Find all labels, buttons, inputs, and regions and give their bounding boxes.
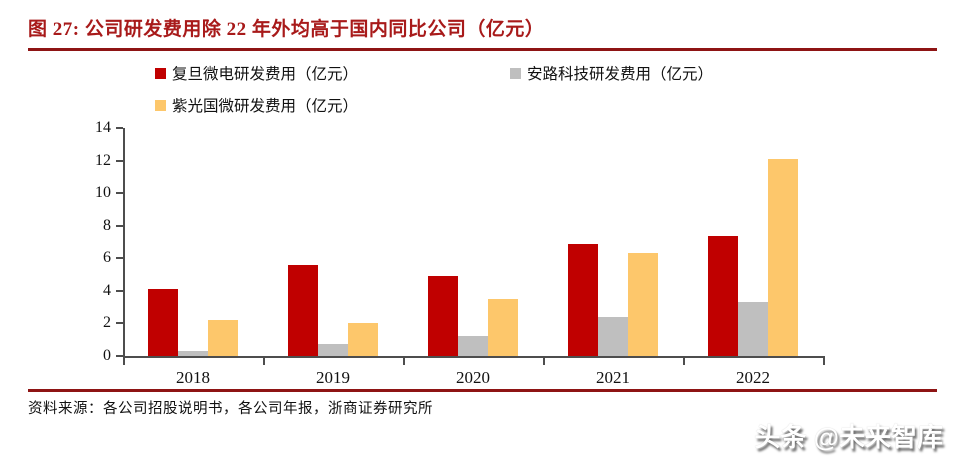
bar-unigroup-guowei-2022: [768, 159, 798, 356]
x-axis-tick: [263, 358, 265, 365]
legend-swatch-anlogic: [510, 67, 521, 79]
bar-group-2020: [403, 128, 543, 356]
bar-fudan-micro-2021: [568, 244, 598, 356]
bar-anlogic-2021: [598, 317, 628, 356]
data-source-note: 资料来源：各公司招股说明书，各公司年报，浙商证券研究所: [28, 401, 433, 417]
bar-fudan-micro-2018: [148, 289, 178, 356]
figure-title: 图 27: 公司研发费用除 22 年外均高于国内同比公司（亿元）: [28, 19, 545, 40]
bar-group-2018: [123, 128, 263, 356]
bar-group-2019: [263, 128, 403, 356]
x-axis-tick: [403, 358, 405, 365]
x-axis-line: [123, 356, 825, 358]
x-axis-category-label: 2020: [456, 368, 490, 387]
x-axis-tick: [123, 358, 125, 365]
y-axis-tick-label: 2: [103, 314, 111, 332]
y-axis-tick: [116, 159, 123, 162]
legend-item-fudan-micro: 复旦微电研发费用（亿元）: [155, 62, 358, 84]
bar-group-2021: [543, 128, 683, 356]
chart-legend: 复旦微电研发费用（亿元） 安路科技研发费用（亿元） 紫光国微研发费用（亿元）: [0, 0, 957, 120]
y-axis-tick-label: 12: [95, 151, 111, 169]
y-axis-tick-label: 6: [103, 249, 111, 267]
legend-label-unigroup-guowei: 紫光国微研发费用（亿元）: [172, 98, 359, 115]
x-axis-category-label: 2022: [736, 368, 770, 387]
y-axis-tick-label: 14: [95, 119, 111, 136]
bar-anlogic-2020: [458, 336, 488, 356]
title-divider-line: [28, 48, 937, 51]
bar-unigroup-guowei-2021: [628, 253, 658, 356]
legend-swatch-fudan-micro: [155, 67, 166, 79]
bar-anlogic-2018: [178, 351, 208, 356]
legend-swatch-unigroup-guowei: [155, 99, 166, 111]
legend-label-fudan-micro: 复旦微电研发费用（亿元）: [172, 66, 359, 83]
legend-item-unigroup-guowei: 紫光国微研发费用（亿元）: [155, 94, 358, 116]
y-axis-line: [123, 128, 125, 356]
bar-group-2022: [683, 128, 823, 356]
y-axis-tick-label: 10: [95, 184, 111, 202]
x-axis-category-label: 2018: [176, 368, 210, 387]
y-axis-tick: [116, 322, 123, 325]
y-axis-tick-label: 4: [103, 281, 111, 299]
y-axis-tick: [116, 127, 123, 129]
legend-item-anlogic: 安路科技研发费用（亿元）: [510, 62, 713, 84]
y-axis-tick-label: 0: [103, 347, 111, 364]
bar-unigroup-guowei-2019: [348, 323, 378, 356]
bar-fudan-micro-2020: [428, 276, 458, 356]
x-axis-tick: [543, 358, 545, 365]
y-axis-tick: [116, 355, 123, 357]
bar-fudan-micro-2022: [708, 236, 738, 356]
bar-anlogic-2019: [318, 344, 348, 356]
x-axis-category-label: 2019: [316, 368, 350, 387]
bar-anlogic-2022: [738, 302, 768, 356]
y-axis-tick: [116, 257, 123, 260]
y-axis-tick-label: 8: [103, 216, 111, 234]
footer-divider-line: [28, 389, 937, 392]
y-axis-tick: [116, 289, 123, 292]
legend-label-anlogic: 安路科技研发费用（亿元）: [527, 66, 714, 83]
watermark-text: 头条 @未来智库: [754, 422, 943, 452]
x-axis-tick: [823, 358, 825, 365]
bar-fudan-micro-2019: [288, 265, 318, 356]
y-axis-tick: [116, 192, 123, 195]
bar-unigroup-guowei-2018: [208, 320, 238, 356]
x-axis-tick: [683, 358, 685, 365]
y-axis-tick: [116, 224, 123, 227]
x-axis-category-label: 2021: [596, 368, 630, 387]
bar-unigroup-guowei-2020: [488, 299, 518, 356]
